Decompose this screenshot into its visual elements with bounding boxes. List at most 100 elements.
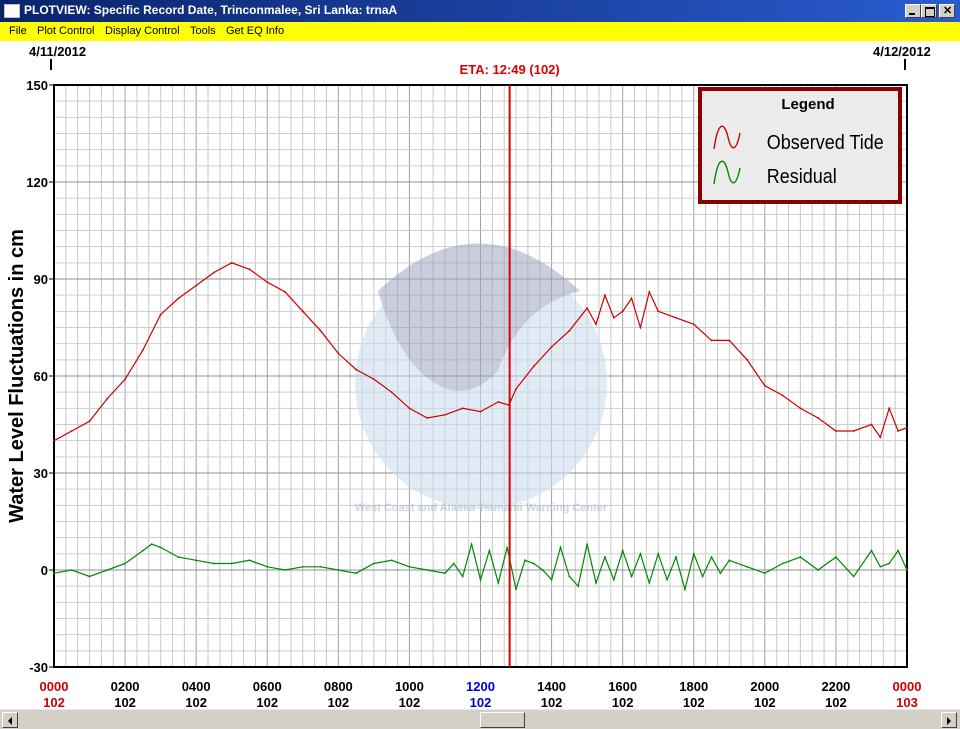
data-point-residual xyxy=(355,572,358,575)
data-point-observed-tide xyxy=(657,310,660,313)
data-point-observed-tide xyxy=(515,388,517,390)
menu-display-control[interactable]: Display Control xyxy=(105,25,180,37)
data-point-residual xyxy=(88,575,91,578)
legend-item-residual: Residual xyxy=(767,166,837,188)
data-point-residual xyxy=(319,565,322,568)
scroll-left-button[interactable] xyxy=(2,712,18,728)
data-point-residual xyxy=(897,549,900,552)
x-tick-time-label: 1000 xyxy=(395,679,424,694)
data-point-observed-tide xyxy=(621,310,624,313)
y-tick-label: 120 xyxy=(26,175,48,190)
x-tick-time-label: 1400 xyxy=(537,679,566,694)
data-point-observed-tide xyxy=(532,365,535,368)
data-point-observed-tide xyxy=(426,417,429,419)
data-point-observed-tide xyxy=(444,413,446,416)
data-point-observed-tide xyxy=(70,430,73,432)
data-point-residual xyxy=(728,559,731,562)
data-point-residual xyxy=(763,572,766,575)
data-point-residual xyxy=(559,546,562,549)
app-icon xyxy=(4,4,20,18)
data-point-residual xyxy=(213,562,215,565)
legend-title: Legend xyxy=(781,96,834,113)
data-point-residual xyxy=(301,565,304,568)
data-point-observed-tide xyxy=(177,297,180,300)
legend-box: Legend Observed Tide Residual xyxy=(698,87,902,204)
data-point-residual xyxy=(159,546,162,549)
data-point-residual xyxy=(230,562,233,565)
data-point-observed-tide xyxy=(763,384,766,387)
y-axis-label: Water Level Fluctuations in cm xyxy=(6,229,28,523)
data-point-residual xyxy=(452,562,455,565)
series-line-residual xyxy=(53,541,908,592)
data-point-observed-tide xyxy=(479,410,482,413)
data-point-residual xyxy=(541,569,544,571)
data-point-residual xyxy=(488,549,491,552)
data-point-observed-tide xyxy=(817,417,820,419)
y-tick-label: 30 xyxy=(34,466,48,481)
series-line-observed-tide xyxy=(53,262,908,442)
close-button[interactable]: ✕ xyxy=(939,4,955,18)
data-point-observed-tide xyxy=(870,423,873,426)
data-point-residual xyxy=(141,549,144,552)
scroll-right-button[interactable] xyxy=(941,712,957,728)
scroll-thumb[interactable] xyxy=(480,712,525,728)
data-point-observed-tide xyxy=(888,407,891,410)
data-point-observed-tide xyxy=(906,426,908,429)
y-tick-label: -30 xyxy=(29,660,48,675)
x-tick-time-label: 1800 xyxy=(679,679,708,694)
x-tick-time-label: 0000 xyxy=(40,679,69,694)
data-point-residual xyxy=(719,572,722,575)
x-tick-time-label: 1600 xyxy=(608,679,637,694)
x-tick-time-label: 0800 xyxy=(324,679,353,694)
horizontal-scrollbar[interactable] xyxy=(0,709,960,729)
x-tick-day-label: 102 xyxy=(470,695,492,709)
data-point-observed-tide xyxy=(230,261,233,264)
data-point-observed-tide xyxy=(746,358,748,361)
data-point-observed-tide xyxy=(497,400,500,403)
data-point-observed-tide xyxy=(248,268,251,271)
data-point-residual xyxy=(150,543,153,546)
data-point-residual xyxy=(372,562,375,565)
data-point-residual xyxy=(470,543,473,546)
data-point-observed-tide xyxy=(550,346,553,348)
x-tick-time-label: 0000 xyxy=(893,679,922,694)
menu-file[interactable]: File xyxy=(9,25,27,37)
data-point-residual xyxy=(621,549,624,552)
tide-chart: West Coast and Alaska Tsunami Warning Ce… xyxy=(6,44,931,709)
data-point-observed-tide xyxy=(319,329,322,332)
noaa-watermark-logo: West Coast and Alaska Tsunami Warning Ce… xyxy=(355,243,608,514)
title-bar: PLOTVIEW: Specific Record Date, Trinconm… xyxy=(0,0,960,22)
data-point-observed-tide xyxy=(213,271,215,274)
data-point-residual xyxy=(888,562,891,565)
maximize-button[interactable] xyxy=(921,4,937,18)
x-tick-day-label: 102 xyxy=(114,695,136,709)
menu-tools[interactable]: Tools xyxy=(190,25,216,37)
x-tick-day-label: 102 xyxy=(612,695,634,709)
data-point-residual xyxy=(870,549,873,552)
x-tick-day-label: 102 xyxy=(825,695,847,709)
data-point-residual xyxy=(506,546,509,549)
data-point-observed-tide xyxy=(284,291,286,293)
y-tick-label: 90 xyxy=(34,272,48,287)
data-point-observed-tide xyxy=(408,407,411,410)
data-point-residual xyxy=(612,578,615,581)
data-point-observed-tide xyxy=(88,420,91,423)
data-point-residual xyxy=(675,556,677,558)
legend-item-observed-tide: Observed Tide xyxy=(767,132,884,154)
data-point-observed-tide xyxy=(835,430,837,432)
menu-plot-control[interactable]: Plot Control xyxy=(37,25,95,37)
data-point-residual xyxy=(461,575,464,578)
data-point-residual xyxy=(666,578,668,581)
data-point-observed-tide xyxy=(639,326,642,329)
minimize-button[interactable] xyxy=(905,4,921,18)
data-point-residual xyxy=(639,552,642,555)
menu-get-eq-info[interactable]: Get EQ Info xyxy=(226,25,285,37)
data-point-observed-tide xyxy=(799,407,802,410)
data-point-residual xyxy=(532,562,535,565)
data-point-observed-tide xyxy=(879,436,882,439)
data-point-observed-tide xyxy=(675,316,677,319)
data-point-observed-tide xyxy=(337,352,340,355)
data-point-residual xyxy=(515,588,517,591)
data-point-observed-tide xyxy=(195,284,198,287)
data-point-observed-tide xyxy=(692,323,695,326)
